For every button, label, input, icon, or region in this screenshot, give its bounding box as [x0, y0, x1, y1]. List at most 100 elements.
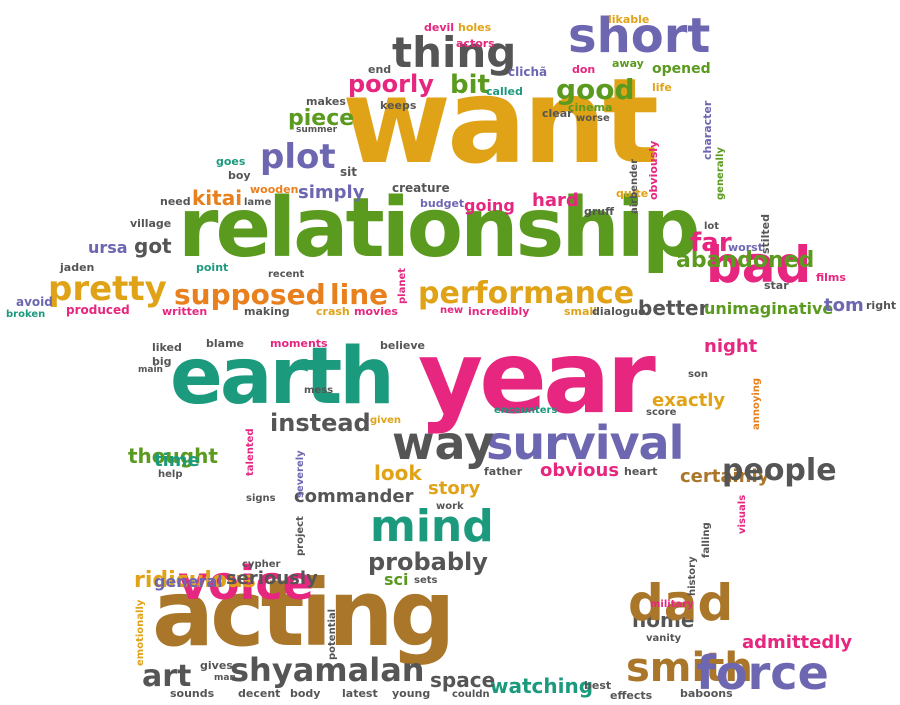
word-recent: recent [268, 269, 305, 280]
word-gruff: gruff [584, 205, 615, 218]
word-good: good [556, 73, 635, 106]
word-blame: blame [206, 337, 244, 350]
word-planet: planet [397, 267, 408, 304]
word-point: point [196, 261, 229, 274]
word-work: work [436, 501, 464, 512]
word-written: written [162, 305, 208, 318]
word-character: character [701, 100, 714, 160]
word-making: making [244, 305, 290, 318]
word-unimaginative: unimaginative [704, 299, 834, 318]
word-signs: signs [246, 493, 276, 504]
word-falling: falling [701, 522, 712, 558]
word-certainly: certainly [680, 466, 770, 487]
word-obvious: obvious [540, 460, 620, 481]
word-severely: severely [295, 450, 306, 498]
word-admittedly: admittedly [742, 632, 853, 653]
word-general: general [154, 572, 223, 591]
word-airbender: airbender [629, 158, 640, 214]
word-hard: hard [532, 190, 579, 211]
word-summer: summer [296, 125, 338, 135]
word-time: time [154, 450, 200, 471]
word-young: young [392, 687, 431, 700]
word-moments: moments [270, 337, 328, 350]
word-force: force [696, 646, 829, 700]
word-year: year [418, 319, 656, 436]
word-pretty: pretty [48, 269, 167, 309]
word-star: star [764, 279, 789, 292]
word-crash: crash [316, 305, 350, 318]
word-goes: goes [216, 155, 246, 168]
word-abandoned: abandoned [676, 248, 815, 273]
word-people: people [722, 453, 837, 488]
word-devil: devil [424, 21, 455, 34]
word-art: art [142, 659, 192, 694]
word-performance: performance [418, 276, 635, 311]
word-ridiculous: ridiculous [134, 568, 256, 593]
word-latest: latest [342, 687, 378, 700]
word-incredibly: incredibly [468, 305, 530, 318]
word-sci: sci [384, 570, 409, 589]
word-commander: commander [294, 486, 414, 507]
word-big: big [152, 355, 172, 368]
word-generally: generally [715, 147, 726, 200]
word-broken: broken [6, 309, 46, 320]
word-dad: dad [628, 574, 734, 632]
word-gives: gives [200, 659, 233, 672]
word-sounds: sounds [170, 687, 215, 700]
word-need: need [160, 195, 191, 208]
word-poorly: poorly [348, 70, 434, 98]
word-son: son [688, 369, 708, 380]
word-baboons: baboons [680, 687, 733, 700]
word-earth: earth [170, 332, 395, 422]
word-encounters: encounters [494, 405, 558, 416]
word-worst: worst [728, 241, 763, 254]
word-want: want [342, 52, 659, 190]
word-stilted: stilted [759, 214, 772, 254]
word-cliche: clichã [508, 65, 548, 79]
word-tom: tom [824, 295, 864, 316]
word-avoid: avoid [16, 295, 53, 309]
word-man: man [214, 673, 236, 683]
word-home: home [632, 608, 695, 632]
word-small: small [564, 305, 597, 318]
word-plot: plot [260, 137, 336, 177]
word-talented: talented [245, 428, 256, 476]
word-lame: lame [244, 197, 272, 208]
word-end: end [368, 63, 392, 76]
word-budget: budget [420, 197, 465, 210]
word-smith: smith [626, 645, 753, 691]
word-night: night [704, 336, 758, 357]
word-produced: produced [66, 303, 130, 317]
word-dialogue: dialogue [592, 305, 646, 318]
word-thought: thought [128, 444, 218, 468]
word-main: main [138, 365, 163, 375]
word-supposed: supposed [174, 278, 326, 311]
word-away: away [612, 57, 644, 70]
word-don: don [572, 63, 596, 76]
word-given: given [370, 415, 402, 426]
word-right: right [866, 299, 897, 312]
word-liked: liked [152, 341, 182, 354]
word-life: life [652, 81, 672, 94]
word-potential: potential [327, 608, 338, 660]
word-acting: acting [152, 560, 455, 667]
word-best: best [584, 679, 612, 692]
word-actors: actors [456, 37, 495, 50]
word-space: space [430, 668, 496, 692]
word-mind: mind [370, 501, 494, 552]
word-seriously: seriously [226, 568, 318, 589]
word-wooden: wooden [250, 183, 299, 196]
word-help: help [158, 469, 183, 480]
word-kitai: kitai [192, 186, 243, 210]
word-history: history [687, 556, 698, 596]
word-short: short [568, 8, 711, 64]
word-cinema: cinema [568, 101, 613, 114]
word-vanity: vanity [646, 633, 682, 644]
word-quite: quite [616, 187, 649, 200]
word-thing: thing [392, 28, 517, 77]
word-going: going [464, 196, 515, 215]
word-mess: mess [304, 385, 334, 396]
word-believe: believe [380, 339, 425, 352]
word-survival: survival [486, 416, 684, 470]
